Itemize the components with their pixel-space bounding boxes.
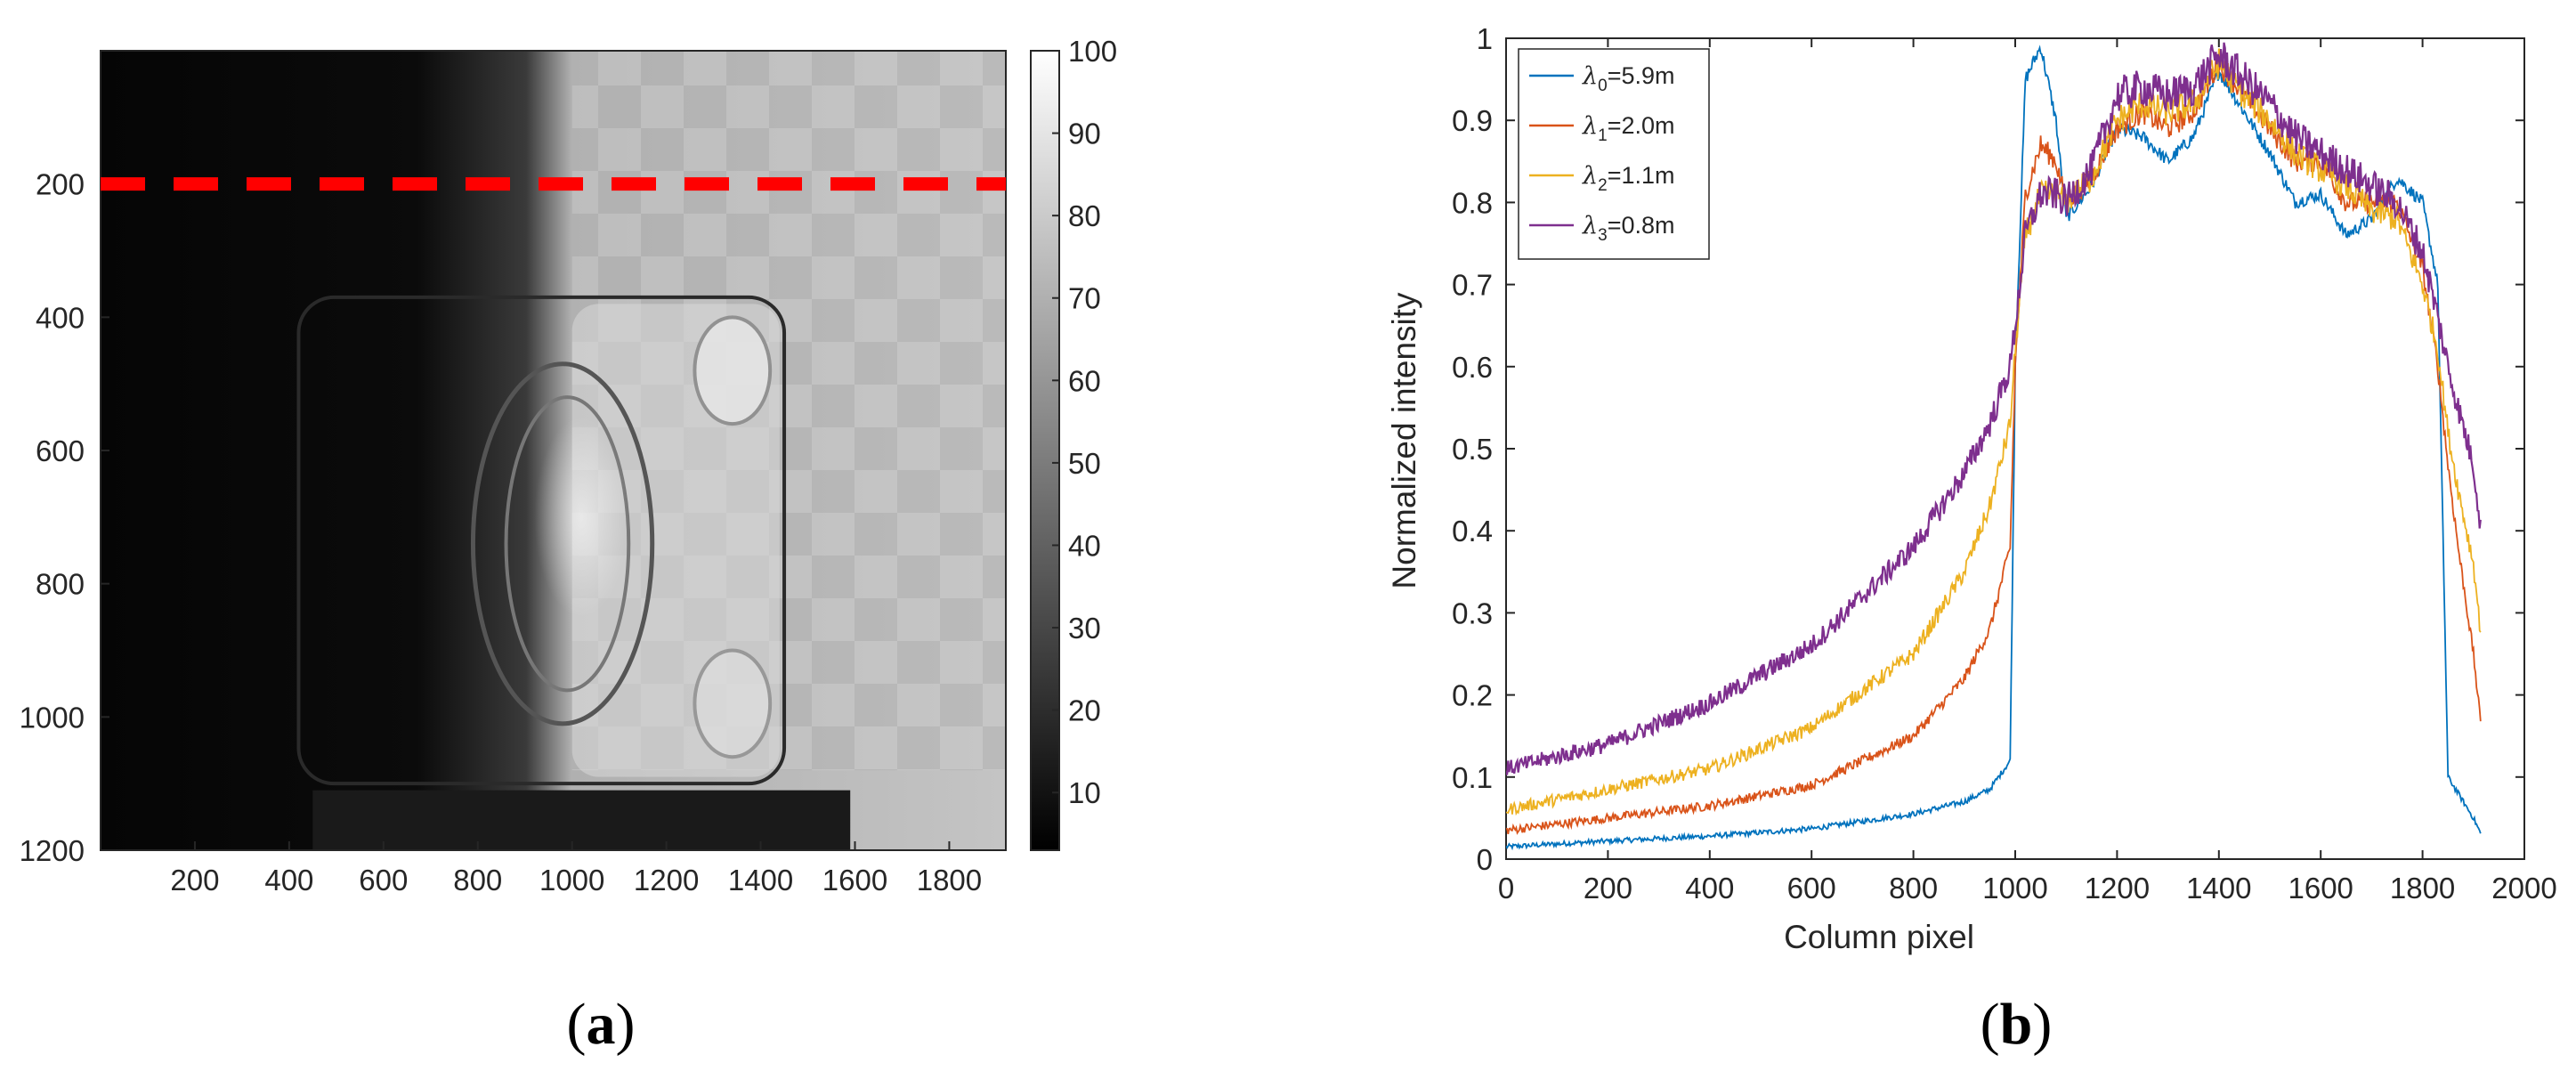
panel-label-b: (b): [1981, 992, 2053, 1057]
x-tick-label: 1800: [917, 864, 982, 897]
y-tick-label: 1: [1477, 22, 1493, 55]
y-tick-label: 0.1: [1452, 761, 1493, 794]
x-tick-label: 200: [1584, 872, 1632, 905]
x-tick-label: 800: [453, 864, 502, 897]
series-lines: [1506, 42, 2482, 851]
series-line-3: [1506, 42, 2482, 775]
legend: λ0=5.9m λ1=2.0m λ2=1.1m λ3=0.8m: [1518, 48, 1710, 260]
colorbar: [1030, 50, 1060, 851]
colorbar-gradient: [1030, 50, 1060, 851]
colorbar-tick-label: 10: [1068, 776, 1101, 809]
y-tick-label: 400: [36, 301, 85, 334]
x-tick-label: 1400: [2186, 872, 2251, 905]
series-line-0: [1506, 45, 2482, 851]
colorbar-tick-label: 80: [1068, 199, 1101, 232]
y-tick-label: 1000: [20, 701, 85, 734]
x-tick-label: 1000: [539, 864, 604, 897]
legend-entry: λ2=1.1m: [1582, 162, 1675, 195]
lens-center: [534, 417, 629, 618]
panel-a-x-ticks: 200 400 600 800 1000 1200 1400 1600 1800: [170, 841, 982, 897]
y-tick-label: 600: [36, 434, 85, 467]
y-tick-label: 0.4: [1452, 515, 1493, 548]
intensity-image: [100, 50, 1007, 851]
object-outline: [296, 295, 787, 786]
colorbar-tick-label: 20: [1068, 694, 1101, 727]
legend-entry: λ1=2.0m: [1582, 112, 1675, 145]
x-tick-label: 1200: [634, 864, 699, 897]
x-tick-label: 1000: [1982, 872, 2047, 905]
colorbar-ticks: 10 20 30 40 50 60 70 80 90 100: [1052, 35, 1117, 809]
panel-b-y-ticks: 0 0.1 0.2 0.3 0.4 0.5 0.6 0.7 0.8 0.9 1: [1452, 22, 2524, 876]
lens-ring-outer: [470, 361, 655, 726]
panel-a-image: 200 400 600 800 1000 1200 1400 1600 1800 200 400 6…: [20, 35, 1117, 1057]
image-base-platform: [312, 790, 851, 850]
x-tick-label: 400: [1685, 872, 1734, 905]
legend-entry: λ0=5.9m: [1582, 62, 1675, 95]
x-tick-label: 600: [359, 864, 408, 897]
y-tick-label: 0.5: [1452, 433, 1493, 466]
colorbar-tick-label: 30: [1068, 612, 1101, 645]
legend-entry: λ3=0.8m: [1582, 212, 1675, 245]
series-line-2: [1506, 48, 2482, 816]
y-tick-label: 0.7: [1452, 269, 1493, 302]
y-tick-label: 0.3: [1452, 596, 1493, 629]
y-tick-label: 0: [1477, 843, 1493, 876]
y-axis-label: Normalized intensity: [1386, 292, 1422, 589]
x-tick-label: 2000: [2491, 872, 2556, 905]
colorbar-tick-label: 90: [1068, 118, 1101, 150]
screw-hole-top: [693, 315, 773, 426]
panel-label-a: (a): [567, 992, 636, 1057]
x-tick-label: 400: [264, 864, 313, 897]
x-tick-label: 1400: [728, 864, 793, 897]
colorbar-tick-label: 40: [1068, 529, 1101, 562]
y-tick-label: 200: [36, 168, 85, 201]
y-tick-label: 800: [36, 568, 85, 601]
x-tick-label: 1200: [2085, 872, 2150, 905]
x-tick-label: 600: [1787, 872, 1836, 905]
x-tick-label: 800: [1889, 872, 1938, 905]
panel-a-y-ticks: 200 400 600 800 1000 1200: [20, 168, 109, 867]
legend-box: [1518, 48, 1710, 260]
colorbar-tick-label: 70: [1068, 282, 1101, 315]
x-tick-label: 1600: [822, 864, 887, 897]
y-tick-label: 0.9: [1452, 104, 1493, 137]
x-tick-label: 1800: [2390, 872, 2455, 905]
y-tick-label: 0.2: [1452, 679, 1493, 712]
panel-b-x-ticks: 0 200 400 600 800 1000 1200 1400 1600 1800 2000: [1498, 38, 2557, 905]
y-tick-label: 1200: [20, 834, 85, 867]
x-tick-label: 1600: [2288, 872, 2353, 905]
panel-b-line-chart: 0 200 400 600 800 1000 1200 1400 1600 1800 2000 00…: [1386, 22, 2557, 1057]
x-tick-label: 0: [1498, 872, 1514, 905]
lens-ring-inner: [504, 395, 631, 693]
colorbar-tick-label: 60: [1068, 364, 1101, 397]
screw-hole-bottom: [693, 648, 773, 759]
x-tick-label: 200: [170, 864, 219, 897]
colorbar-tick-label: 100: [1068, 35, 1117, 68]
colorbar-tick-label: 50: [1068, 447, 1101, 480]
y-tick-label: 0.8: [1452, 186, 1493, 219]
x-axis-label: Column pixel: [1784, 919, 1974, 955]
y-tick-label: 0.6: [1452, 351, 1493, 384]
